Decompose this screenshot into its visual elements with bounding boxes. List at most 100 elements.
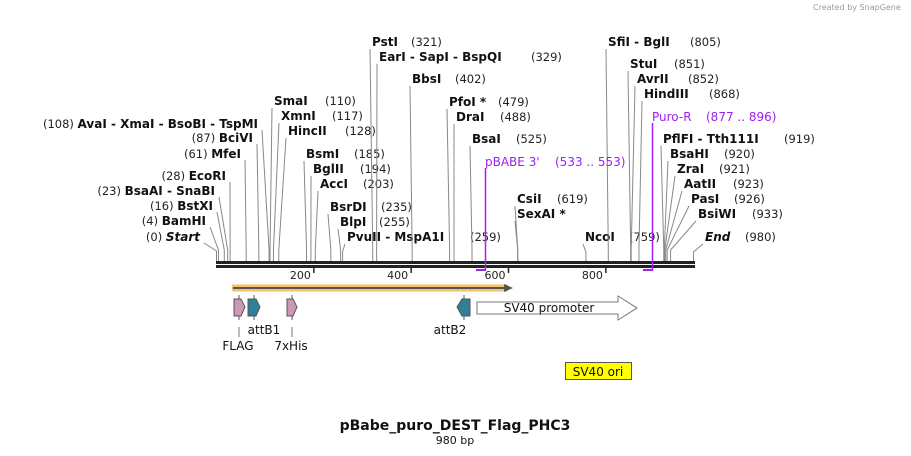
enzyme-leader-line: [278, 137, 287, 261]
enzyme-label: BsmI: [306, 147, 339, 161]
enzyme-leader-line: [664, 175, 676, 261]
map-title: pBabe_puro_DEST_Flag_PHC3: [340, 418, 571, 434]
enzyme-site-pfoi[interactable]: PfoI * (479): [446, 95, 529, 261]
backbone-bottom-strand: [216, 265, 695, 268]
enzyme-name: Start: [166, 230, 201, 244]
feature-sv40-promoter[interactable]: SV40 promoter: [476, 295, 638, 321]
enzyme-position: (4): [142, 214, 162, 228]
enzyme-site-bstxi[interactable]: (16) BstXI: [150, 199, 225, 261]
enzyme-site-sexai[interactable]: SexAI *: [514, 207, 566, 261]
enzyme-name: BsrDI: [330, 200, 367, 214]
enzyme-label: XmnI: [281, 109, 316, 123]
enzyme-position: (488): [500, 110, 531, 124]
primer-puro-r[interactable]: Puro-R (877 .. 896): [643, 110, 776, 271]
enzyme-site-bglii[interactable]: BglII (194): [310, 162, 391, 261]
snapgene-branding: Created by SnapGene: [813, 3, 901, 12]
enzyme-label: PasI: [691, 192, 719, 206]
enzyme-label: End: [705, 230, 731, 244]
enzyme-site-pvuii[interactable]: PvuII - MspA1I (259): [342, 230, 501, 261]
enzyme-site-zrai[interactable]: ZraI (921): [664, 162, 750, 261]
enzyme-label: NcoI: [585, 230, 615, 244]
enzyme-position: (110): [325, 94, 356, 108]
enzyme-site-drai[interactable]: DraI (488): [453, 110, 531, 261]
orf-arrow[interactable]: [232, 284, 513, 292]
enzyme-name: BsaAI - SnaBI: [125, 184, 215, 198]
enzyme-name: CsiI: [517, 192, 542, 206]
enzyme-leader-line: [660, 145, 665, 261]
enzyme-site-end[interactable]: End (980): [692, 230, 776, 261]
primer-label: Puro-R: [652, 110, 692, 124]
feature-flag[interactable]: FLAG: [222, 295, 254, 353]
enzyme-site-bsaai[interactable]: (23) BsaAI - SnaBI: [97, 184, 229, 261]
feature-label: FLAG: [222, 339, 253, 353]
enzyme-name: BglII: [313, 162, 344, 176]
enzyme-leader-line: [665, 190, 683, 261]
enzyme-site-pasi[interactable]: PasI (926): [666, 192, 765, 261]
enzyme-position: (16): [150, 199, 177, 213]
enzyme-name: BsaI: [472, 132, 501, 146]
enzyme-site-stui[interactable]: StuI (851): [627, 57, 705, 261]
enzyme-site-avai[interactable]: (108) AvaI - XmaI - BsoBI - TspMI: [43, 117, 270, 261]
enzyme-label: (4) BamHI: [142, 214, 206, 228]
enzyme-position: (23): [97, 184, 124, 198]
enzyme-site-hindiii[interactable]: HindIII (868): [638, 87, 740, 261]
enzyme-position: (87): [192, 131, 219, 145]
enzyme-name: DraI: [456, 110, 484, 124]
enzyme-site-ecori[interactable]: (28) EcoRI: [161, 169, 231, 261]
enzyme-site-start[interactable]: (0) Start: [146, 230, 217, 261]
enzyme-site-acci[interactable]: AccI (203): [314, 177, 394, 261]
enzyme-site-xmni[interactable]: XmnI (117): [272, 109, 363, 261]
enzyme-name: BsmI: [306, 147, 339, 161]
enzyme-site-sfii[interactable]: SfiI - BglI (805): [605, 35, 721, 261]
enzyme-site-eari[interactable]: EarI - SapI - BspQI (329): [376, 50, 562, 261]
enzyme-site-hincii[interactable]: HincII (128): [278, 124, 376, 261]
enzyme-label: BsrDI: [330, 200, 367, 214]
enzyme-name: XmnI: [281, 109, 316, 123]
enzyme-site-bcivi[interactable]: (87) BciVI: [192, 131, 260, 261]
feature-attb1[interactable]: attB1: [247, 295, 281, 337]
enzyme-leader-line: [514, 220, 519, 261]
primer-label: pBABE 3': [485, 155, 540, 169]
enzyme-position: (235): [381, 200, 412, 214]
enzyme-leader-line: [203, 242, 217, 261]
feature-label: attB1: [248, 323, 281, 337]
enzyme-site-psti[interactable]: PstI (321): [369, 35, 442, 261]
feature-label: attB2: [434, 323, 467, 337]
enzyme-site-avrii[interactable]: AvrII (852): [630, 72, 719, 261]
enzyme-leader-line: [469, 145, 473, 261]
feature-label: SV40 ori: [573, 365, 624, 379]
ruler-label: 600: [485, 269, 506, 282]
enzyme-label: SfiI - BglI: [608, 35, 670, 49]
enzyme-leader-line: [638, 100, 643, 261]
enzyme-site-smai[interactable]: SmaI (110): [269, 94, 356, 261]
enzyme-position: (851): [674, 57, 705, 71]
feature-attb2[interactable]: attB2: [434, 295, 471, 337]
enzyme-name: StuI: [630, 57, 657, 71]
enzyme-site-bbsi[interactable]: BbsI (402): [409, 72, 486, 261]
enzyme-site-ncoi[interactable]: NcoI (759): [582, 230, 660, 261]
enzyme-name: PasI: [691, 192, 719, 206]
primer-range: (877 .. 896): [706, 110, 776, 124]
enzyme-label: (108) AvaI - XmaI - BsoBI - TspMI: [43, 117, 258, 131]
enzyme-position: (28): [161, 169, 188, 183]
enzyme-name: MfeI: [211, 147, 241, 161]
feature-sv40-ori[interactable]: SV40 ori: [565, 362, 632, 380]
enzyme-site-bsrdi[interactable]: BsrDI (235): [327, 200, 412, 261]
enzyme-name: EarI - SapI - BspQI: [379, 50, 502, 64]
enzyme-site-aatii[interactable]: AatII (923): [665, 177, 764, 261]
enzyme-site-bamhi[interactable]: (4) BamHI: [142, 214, 219, 261]
enzyme-position: (185): [354, 147, 385, 161]
enzyme-site-csii[interactable]: CsiI (619): [514, 192, 588, 261]
enzyme-site-blpi[interactable]: BlpI (255): [337, 215, 410, 261]
enzyme-label: SmaI: [274, 94, 308, 108]
enzyme-site-mfei[interactable]: (61) MfeI: [184, 147, 247, 261]
enzyme-name: BbsI: [412, 72, 441, 86]
enzyme-leader-line: [692, 243, 704, 261]
enzyme-position: (402): [455, 72, 486, 86]
enzyme-site-bsiwi[interactable]: BsiWI (933): [670, 207, 783, 261]
enzyme-name: PfoI *: [449, 95, 487, 109]
enzyme-leader-line: [218, 196, 229, 261]
enzyme-site-bsai[interactable]: BsaI (525): [469, 132, 547, 261]
primer-pbabe3[interactable]: pBABE 3' (533 .. 553): [476, 155, 625, 271]
feature-7xhis[interactable]: 7xHis: [274, 295, 308, 353]
